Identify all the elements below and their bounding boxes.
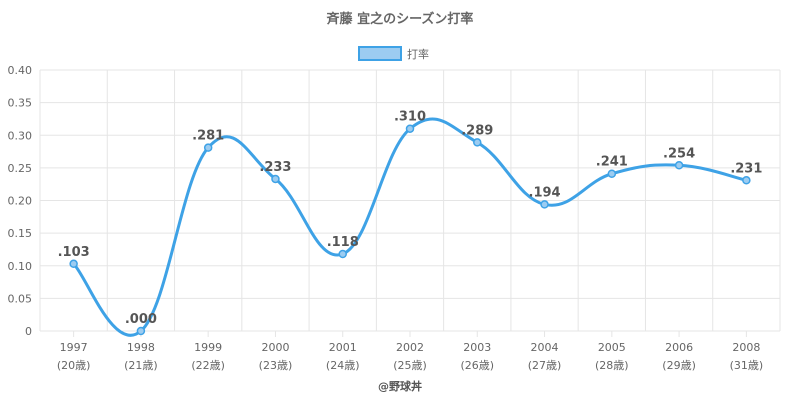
data-point[interactable] <box>405 124 415 133</box>
data-label: .281 <box>192 129 224 144</box>
x-tick-label: 2003 <box>463 341 491 354</box>
x-tick-label: 2001 <box>329 341 357 354</box>
y-tick-label: 0.15 <box>8 227 33 240</box>
data-labels: .103 .000 .281 .233 .118 .310 .289 .194 .241 .254… <box>58 110 763 327</box>
x-tick-label: 2004 <box>531 341 559 354</box>
y-tick-label: 0.25 <box>8 162 33 175</box>
x-tick-label: 2005 <box>598 341 626 354</box>
data-point[interactable] <box>338 249 347 259</box>
grid <box>39 69 781 332</box>
x-tick-sublabel: (26歳) <box>460 359 494 372</box>
chart-title: 斉藤 宜之のシーズン打率 <box>327 11 474 27</box>
data-label: .231 <box>730 161 762 176</box>
x-tick-sublabel: (20歳) <box>57 359 91 372</box>
data-point[interactable] <box>271 174 280 184</box>
x-tick-sublabel: (29歳) <box>662 359 696 372</box>
x-tick-sublabel: (23歳) <box>259 359 293 372</box>
x-tick-sublabel: (22歳) <box>191 359 225 372</box>
y-tick-label: 0.35 <box>8 97 33 110</box>
series-line-group <box>69 117 751 337</box>
data-point[interactable] <box>607 169 617 178</box>
x-tick-label: 2002 <box>396 341 424 354</box>
data-point[interactable] <box>674 161 684 170</box>
y-tick-label: 0.05 <box>8 292 33 305</box>
x-tick-label: 1999 <box>194 341 222 354</box>
x-tick-sublabel: (24歳) <box>326 359 360 372</box>
y-tick-label: 0.10 <box>8 260 33 273</box>
x-tick-label: 2008 <box>732 341 760 354</box>
legend-label: 打率 <box>407 47 429 61</box>
y-tick-label: 0 <box>25 325 32 338</box>
axes: 0 0.05 0.10 0.15 0.20 0.25 0.30 0.35 0.40 1997 (20… <box>8 64 764 372</box>
x-tick-label: 1998 <box>127 341 155 354</box>
data-point[interactable] <box>136 326 146 336</box>
data-point[interactable] <box>473 138 482 147</box>
x-tick-sublabel: (28歳) <box>595 359 629 372</box>
y-tick-label: 0.30 <box>8 129 33 142</box>
x-tick-label: 2006 <box>665 341 693 354</box>
data-label: .118 <box>327 235 359 250</box>
x-tick-sublabel: (27歳) <box>528 359 562 372</box>
data-point[interactable] <box>742 176 751 185</box>
data-label: .310 <box>394 110 426 125</box>
data-label: .289 <box>461 123 493 138</box>
data-label: .241 <box>596 155 628 170</box>
data-label: .254 <box>663 146 695 161</box>
footer-credit: @野球丼 <box>378 379 422 393</box>
x-tick-sublabel: (31歳) <box>730 359 764 372</box>
legend-swatch <box>358 46 402 61</box>
data-label: .103 <box>58 245 90 260</box>
data-label: .000 <box>125 312 157 327</box>
data-label: .233 <box>259 160 291 175</box>
legend[interactable]: 打率 <box>358 46 429 61</box>
data-point[interactable] <box>69 259 78 269</box>
data-point[interactable] <box>540 200 549 209</box>
y-tick-label: 0.40 <box>8 64 33 77</box>
data-point[interactable] <box>203 143 213 152</box>
x-tick-sublabel: (25歳) <box>393 359 427 372</box>
x-tick-sublabel: (21歳) <box>124 359 158 372</box>
x-tick-label: 2000 <box>261 341 289 354</box>
y-tick-label: 0.20 <box>8 195 33 208</box>
data-label: .194 <box>529 185 561 200</box>
x-tick-label: 1997 <box>60 341 88 354</box>
